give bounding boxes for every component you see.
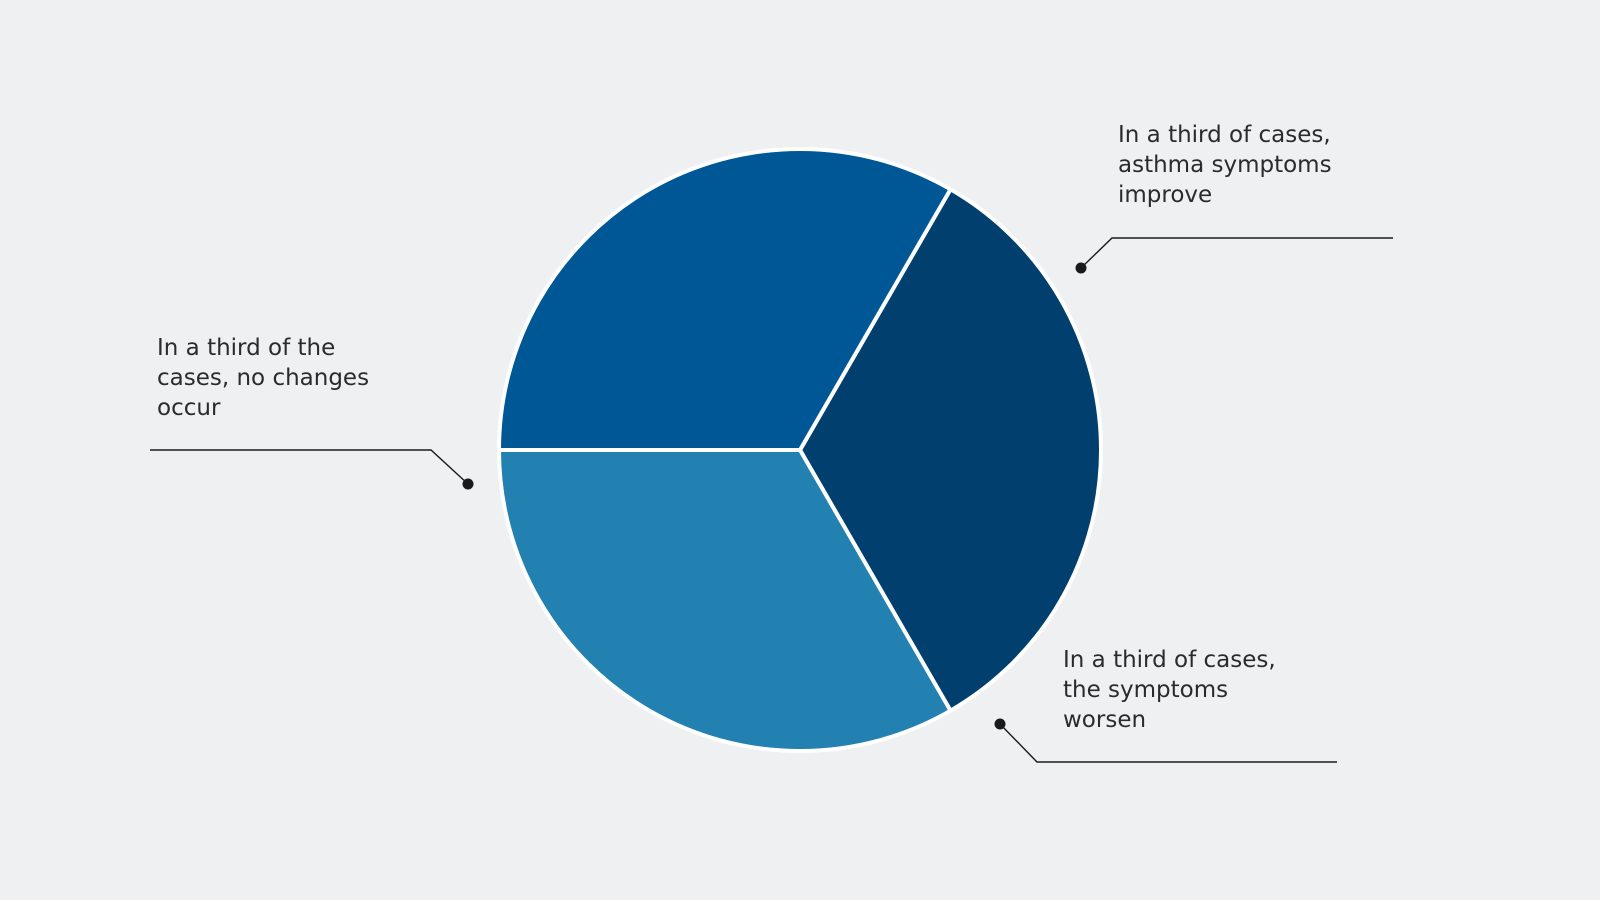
slice-label-worsen-line-1: In a third of cases, bbox=[1063, 647, 1276, 673]
slice-label-nochange-line-1: In a third of the bbox=[157, 335, 336, 361]
leader-line-worsen bbox=[999, 723, 1337, 763]
leader-lines bbox=[150, 237, 1393, 763]
leader-line-improve bbox=[1080, 237, 1393, 269]
leader-dot-worsen bbox=[994, 718, 1006, 730]
slice-label-nochange-line-2: cases, no changes bbox=[157, 365, 370, 391]
leader-dot-nochange bbox=[462, 478, 474, 490]
pie-slice-nochange bbox=[497, 147, 953, 452]
slice-label-improve-line-2: asthma symptoms bbox=[1118, 152, 1332, 178]
leader-dot-improve bbox=[1075, 262, 1087, 274]
slice-label-worsen: In a third of cases, the symptoms worsen bbox=[1063, 645, 1276, 735]
slice-label-nochange-line-3: occur bbox=[157, 395, 221, 421]
slice-label-nochange: In a third of the cases, no changes occu… bbox=[157, 333, 369, 423]
slice-label-improve-line-3: improve bbox=[1118, 182, 1213, 208]
slice-label-improve-line-1: In a third of cases, bbox=[1118, 122, 1331, 148]
slice-label-improve: In a third of cases, asthma symptoms imp… bbox=[1118, 120, 1332, 210]
pie-slices bbox=[497, 147, 1104, 753]
slice-label-worsen-line-2: the symptoms bbox=[1063, 677, 1229, 703]
pie-slice-worsen bbox=[497, 448, 953, 753]
leader-line-nochange bbox=[150, 449, 469, 485]
slice-label-worsen-line-3: worsen bbox=[1063, 707, 1147, 733]
